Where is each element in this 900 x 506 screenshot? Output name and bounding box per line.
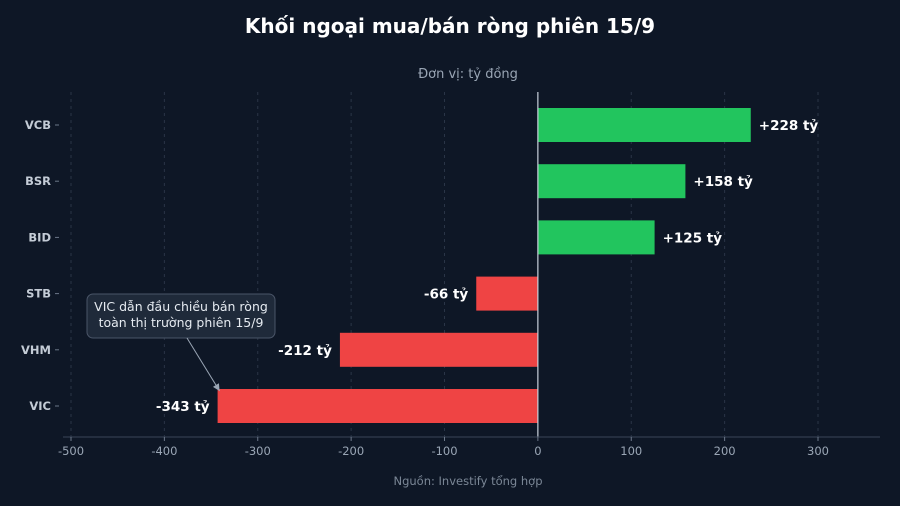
value-label-vhm: -212 tỷ <box>278 343 332 359</box>
value-label-bid: +125 tỷ <box>663 230 723 246</box>
category-label-vhm: VHM <box>21 343 51 357</box>
value-label-stb: -66 tỷ <box>424 287 469 303</box>
value-label-vic: -343 tỷ <box>156 399 210 415</box>
x-tick-label: -300 <box>245 444 271 458</box>
category-label-bsr: BSR <box>25 174 51 188</box>
category-label-stb: STB <box>26 287 51 301</box>
annotation-text-line: VIC dẫn đầu chiều bán ròng <box>94 299 268 314</box>
category-label-bid: BID <box>28 230 51 244</box>
axes: VCB BSR BID STB VHM VIC -500 -400 -300 -200 -100 0 1… <box>21 92 880 458</box>
bar-vcb <box>537 108 751 142</box>
bar-vhm <box>339 332 538 367</box>
x-tick-label: -100 <box>431 444 457 458</box>
bar-stb <box>476 276 538 311</box>
x-tick-label: 300 <box>807 444 829 458</box>
x-tick-label: -500 <box>58 444 84 458</box>
bars: +228 tỷ +158 tỷ +125 tỷ -66 tỷ -212 tỷ -343 t… <box>156 108 819 423</box>
category-label-vic: VIC <box>29 399 51 413</box>
value-label-vcb: +228 tỷ <box>759 118 819 134</box>
chart-source: Nguồn: Investify tổng hợp <box>393 474 542 488</box>
x-tick-label: 100 <box>620 444 642 458</box>
annotation-arrowhead <box>212 383 220 391</box>
grid <box>70 92 819 437</box>
x-tick-label: 0 <box>534 444 541 458</box>
value-label-bsr: +158 tỷ <box>693 174 753 190</box>
category-label-vcb: VCB <box>25 118 51 132</box>
annotation-text-line: toàn thị trường phiên 15/9 <box>99 315 264 330</box>
chart-title: Khối ngoại mua/bán ròng phiên 15/9 <box>245 14 655 38</box>
bar-bsr <box>537 164 686 199</box>
x-tick-label: -200 <box>338 444 364 458</box>
annotation-box <box>86 293 276 339</box>
bar-bid <box>537 220 655 255</box>
bar-vic <box>217 389 538 423</box>
chart-subtitle: Đơn vị: tỷ đồng <box>418 67 518 82</box>
x-tick-label: -400 <box>151 444 177 458</box>
annotation-arrow <box>186 337 221 392</box>
x-tick-label: 200 <box>714 444 736 458</box>
